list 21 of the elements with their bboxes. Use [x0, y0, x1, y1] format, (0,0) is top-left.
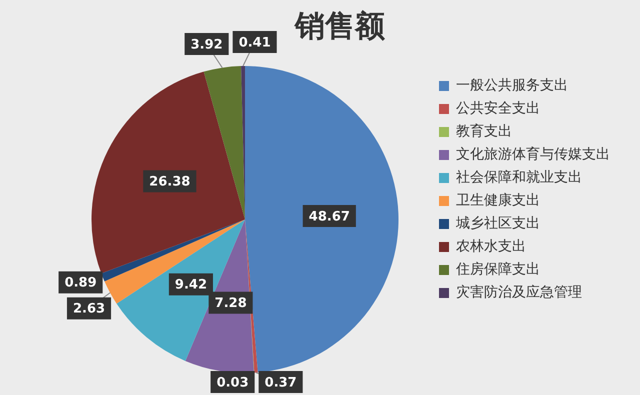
data-label: 0.89: [64, 276, 97, 291]
chart-title: 销售额: [293, 8, 385, 44]
legend-label: 教育支出: [456, 122, 512, 140]
data-label: 0.41: [238, 35, 271, 50]
data-label: 0.03: [216, 375, 249, 390]
data-label: 2.63: [72, 302, 106, 317]
data-label: 0.37: [264, 375, 297, 390]
data-label: 26.38: [149, 174, 190, 190]
legend-label: 灾害防治及应急管理: [456, 284, 582, 301]
legend-label: 卫生健康支出: [456, 192, 540, 209]
legend-label: 社会保障和就业支出: [456, 170, 582, 186]
legend-label: 农林水支出: [456, 238, 526, 255]
legend-label: 公共安全支出: [456, 100, 540, 117]
data-label: 9.42: [174, 278, 207, 293]
data-label: 7.28: [214, 296, 247, 312]
legend-label: 城乡社区支出: [455, 216, 540, 232]
legend-label: 文化旅游体育与传媒支出: [456, 146, 610, 163]
data-label: 3.92: [190, 37, 223, 52]
legend-label: 住房保障支出: [455, 262, 540, 278]
data-label: 48.67: [308, 209, 350, 224]
legend-label: 一般公共服务支出: [456, 78, 568, 94]
